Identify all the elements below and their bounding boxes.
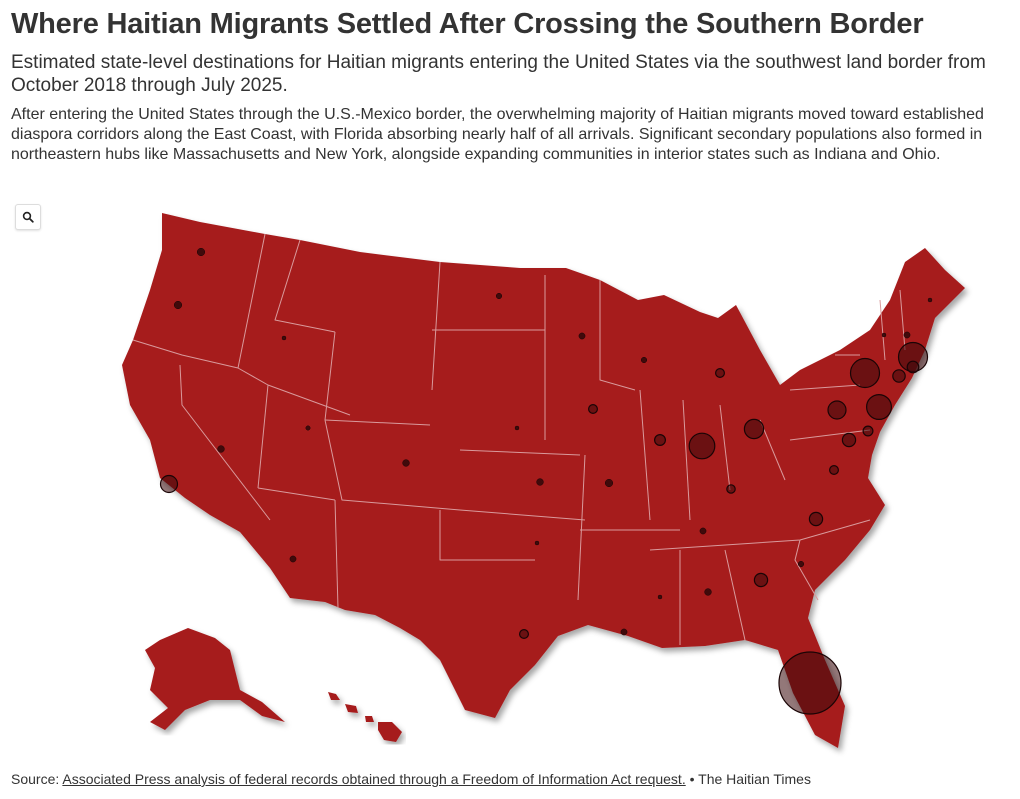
- state-border-26: [789, 384, 861, 391]
- source-label: Source:: [11, 771, 60, 787]
- state-border-4: [274, 239, 336, 333]
- bubble-washington[interactable]: [196, 247, 206, 257]
- bubble-nebraska[interactable]: [514, 425, 520, 431]
- state-border-10: [267, 384, 351, 416]
- bubble-georgia[interactable]: [753, 572, 769, 588]
- bubble-pennsylvania[interactable]: [827, 400, 847, 420]
- bubble-colorado[interactable]: [402, 459, 410, 467]
- state-border-31: [794, 539, 819, 601]
- state-border-3: [237, 233, 266, 369]
- us-map: [122, 213, 965, 748]
- bubble-maine[interactable]: [927, 297, 933, 303]
- lower-48-shape: [122, 213, 965, 748]
- state-border-24: [719, 404, 731, 491]
- state-border-18: [599, 280, 636, 391]
- bubble-louisiana[interactable]: [620, 628, 628, 636]
- bubble-minnesota[interactable]: [578, 332, 586, 340]
- state-border-6: [257, 384, 269, 489]
- bubble-nevada[interactable]: [217, 445, 225, 453]
- bubble-utah[interactable]: [305, 425, 311, 431]
- bubble-delaware[interactable]: [862, 425, 874, 437]
- chart-description: After entering the United States through…: [11, 106, 984, 163]
- land-layer: [122, 213, 965, 748]
- bubble-south-carolina[interactable]: [797, 560, 805, 568]
- state-border-19: [577, 454, 586, 601]
- bubble-alabama[interactable]: [704, 588, 712, 596]
- state-border-5: [237, 367, 269, 386]
- bubble-virginia[interactable]: [828, 465, 839, 476]
- bubble-north-carolina[interactable]: [808, 511, 824, 527]
- bubble-tennessee[interactable]: [699, 527, 707, 535]
- bubble-new-hampshire[interactable]: [903, 331, 911, 339]
- bubble-layer: [159, 247, 933, 715]
- state-border-7: [257, 487, 336, 501]
- state-border-27: [789, 429, 871, 441]
- search-icon: [22, 211, 34, 223]
- bubble-arizona[interactable]: [289, 555, 297, 563]
- bubble-idaho[interactable]: [281, 335, 287, 341]
- bubble-illinois[interactable]: [653, 434, 666, 447]
- bubble-new-jersey[interactable]: [865, 394, 892, 421]
- source-credit: • The Haitian Times: [689, 771, 811, 787]
- state-border-25: [759, 419, 786, 481]
- bubble-florida[interactable]: [778, 651, 842, 715]
- state-border-11: [334, 499, 339, 609]
- chart-subtitle: Estimated state-level destinations for H…: [11, 52, 986, 96]
- bubble-connecticut[interactable]: [892, 369, 906, 383]
- state-border-15: [459, 449, 581, 456]
- state-border-34: [899, 289, 906, 351]
- bubble-iowa[interactable]: [587, 404, 598, 415]
- chart-title: Where Haitian Migrants Settled After Cro…: [11, 8, 924, 40]
- bubble-oregon[interactable]: [173, 300, 183, 310]
- state-border-16: [459, 509, 586, 521]
- state-border-8: [324, 331, 336, 421]
- source-link[interactable]: Associated Press analysis of federal rec…: [62, 771, 686, 787]
- bubble-vermont[interactable]: [881, 332, 887, 338]
- state-border-13: [324, 419, 461, 511]
- state-borders: [132, 233, 906, 645]
- bubble-michigan[interactable]: [714, 368, 725, 379]
- bubble-ohio[interactable]: [743, 418, 765, 440]
- state-border-12: [431, 261, 441, 391]
- bubble-california[interactable]: [159, 474, 179, 494]
- bubble-maryland[interactable]: [841, 432, 857, 448]
- bubble-indiana[interactable]: [688, 432, 716, 460]
- state-border-2: [179, 364, 271, 521]
- bubble-oklahoma[interactable]: [534, 540, 540, 546]
- state-border-33: [879, 299, 886, 361]
- bubble-new-york[interactable]: [849, 357, 881, 389]
- state-border-1: [132, 339, 239, 369]
- bubble-texas[interactable]: [518, 628, 529, 639]
- zoom-button[interactable]: [15, 204, 41, 230]
- state-border-23: [682, 399, 691, 521]
- alaska-shape: [145, 628, 285, 730]
- state-border-30: [724, 549, 746, 641]
- state-border-9: [324, 419, 431, 426]
- bubble-missouri[interactable]: [604, 478, 614, 488]
- source-note: Source: Associated Press analysis of fed…: [11, 771, 1011, 787]
- bubble-kentucky[interactable]: [726, 484, 736, 494]
- bubble-rhode-island[interactable]: [906, 360, 920, 374]
- bubble-wisconsin[interactable]: [640, 356, 648, 364]
- hawaii-shape: [328, 692, 402, 742]
- state-border-22: [639, 389, 651, 521]
- bubble-north-dakota[interactable]: [495, 292, 503, 300]
- state-border-20: [439, 510, 535, 561]
- bubble-kansas[interactable]: [536, 478, 544, 486]
- bubble-mississippi[interactable]: [657, 594, 663, 600]
